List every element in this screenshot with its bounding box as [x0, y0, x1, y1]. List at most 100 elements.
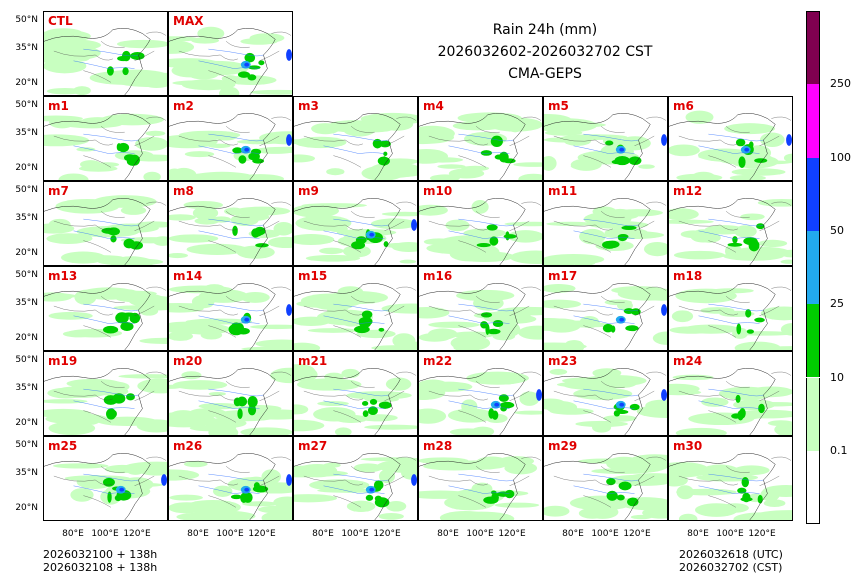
panel-m14: m14 — [168, 266, 293, 351]
panel-label: m24 — [673, 354, 703, 368]
panel-label: m11 — [548, 184, 578, 198]
colorbar-level-label: 100 — [830, 150, 851, 164]
panel-m8: m8 — [168, 181, 293, 266]
panel-label: m17 — [548, 269, 578, 283]
y-tick-label: 20°N — [15, 163, 38, 173]
y-tick-label: 20°N — [15, 333, 38, 343]
x-tick-label: 100°E — [341, 529, 369, 539]
panel-label: m18 — [673, 269, 703, 283]
x-tick-label: 120°E — [123, 529, 151, 539]
panel-label: m30 — [673, 439, 703, 453]
panel-m4: m4 — [418, 96, 543, 181]
x-tick-label: 80°E — [687, 529, 709, 539]
x-tick-label: 100°E — [216, 529, 244, 539]
y-tick-label: 35°N — [15, 298, 38, 308]
y-tick-label: 35°N — [15, 468, 38, 478]
panel-m17: m17 — [543, 266, 668, 351]
panel-m7: m7 — [43, 181, 168, 266]
panel-label: m2 — [173, 99, 194, 113]
panel-m22: m22 — [418, 351, 543, 436]
panel-label: m15 — [298, 269, 328, 283]
panel-label: m3 — [298, 99, 319, 113]
colorbar-level-label: 25 — [830, 297, 844, 311]
footer-init-utc: 2026032100 + 138h — [43, 548, 158, 561]
colorbar-segment — [806, 11, 820, 85]
panel-m5: m5 — [543, 96, 668, 181]
panel-label: m7 — [48, 184, 69, 198]
panel-m12: m12 — [668, 181, 793, 266]
y-tick-label: 35°N — [15, 383, 38, 393]
panel-m21: m21 — [293, 351, 418, 436]
panel-label: m29 — [548, 439, 578, 453]
panel-label: m19 — [48, 354, 78, 368]
colorbar-segment — [806, 230, 820, 305]
y-tick-label: 20°N — [15, 248, 38, 258]
panel-m27: m27 — [293, 436, 418, 521]
colorbar-level-label: 10 — [830, 370, 844, 384]
panel-label: m27 — [298, 439, 328, 453]
colorbar-segment — [806, 157, 820, 231]
x-tick-label: 120°E — [748, 529, 776, 539]
x-tick-label: 100°E — [716, 529, 744, 539]
panel-label: m14 — [173, 269, 203, 283]
colorbar-level-label: 250 — [830, 77, 851, 91]
panel-label: m5 — [548, 99, 569, 113]
panel-m15: m15 — [293, 266, 418, 351]
panel-m13: m13 — [43, 266, 168, 351]
colorbar-segment — [806, 450, 820, 525]
panel-label: m25 — [48, 439, 78, 453]
title-line-2: 2026032602-2026032702 CST — [437, 44, 653, 60]
y-tick-label: 50°N — [15, 440, 38, 450]
colorbar-level-label: 0.1 — [830, 443, 848, 457]
panel-m23: m23 — [543, 351, 668, 436]
colorbar-segment — [806, 84, 820, 158]
footer-init-cst: 2026032108 + 138h — [43, 561, 158, 574]
panel-m29: m29 — [543, 436, 668, 521]
panel-label: m1 — [48, 99, 69, 113]
y-tick-label: 35°N — [15, 213, 38, 223]
panel-m28: m28 — [418, 436, 543, 521]
panel-label: m20 — [173, 354, 203, 368]
panel-label: m13 — [48, 269, 78, 283]
panel-m18: m18 — [668, 266, 793, 351]
panel-m10: m10 — [418, 181, 543, 266]
y-tick-label: 35°N — [15, 43, 38, 53]
panel-label: m10 — [423, 184, 453, 198]
panel-m30: m30 — [668, 436, 793, 521]
title-line-3: CMA-GEPS — [508, 66, 582, 82]
panel-label: m6 — [673, 99, 694, 113]
y-tick-label: 50°N — [15, 355, 38, 365]
panel-m19: m19 — [43, 351, 168, 436]
panel-label: m9 — [298, 184, 319, 198]
panel-label: m21 — [298, 354, 328, 368]
x-tick-label: 80°E — [437, 529, 459, 539]
panel-m2: m2 — [168, 96, 293, 181]
y-tick-label: 50°N — [15, 270, 38, 280]
panel-m11: m11 — [543, 181, 668, 266]
panel-label: m26 — [173, 439, 203, 453]
x-tick-label: 80°E — [187, 529, 209, 539]
panel-label: MAX — [173, 14, 204, 28]
colorbar-segment — [806, 304, 820, 378]
panel-m16: m16 — [418, 266, 543, 351]
panel-m3: m3 — [293, 96, 418, 181]
x-tick-label: 120°E — [498, 529, 526, 539]
panel-m24: m24 — [668, 351, 793, 436]
footer-valid-utc: 2026032618 (UTC) — [679, 548, 783, 561]
colorbar-segment — [806, 377, 820, 451]
panel-m25: m25 — [43, 436, 168, 521]
panel-m6: m6 — [668, 96, 793, 181]
panel-label: m28 — [423, 439, 453, 453]
x-tick-label: 80°E — [312, 529, 334, 539]
panel-label: m22 — [423, 354, 453, 368]
colorbar-level-label: 50 — [830, 223, 844, 237]
x-tick-label: 100°E — [91, 529, 119, 539]
panel-label: CTL — [48, 14, 73, 28]
x-tick-label: 120°E — [623, 529, 651, 539]
panel-m26: m26 — [168, 436, 293, 521]
y-tick-label: 35°N — [15, 128, 38, 138]
x-tick-label: 100°E — [466, 529, 494, 539]
panel-label: m16 — [423, 269, 453, 283]
panel-label: m4 — [423, 99, 444, 113]
panel-m1: m1 — [43, 96, 168, 181]
